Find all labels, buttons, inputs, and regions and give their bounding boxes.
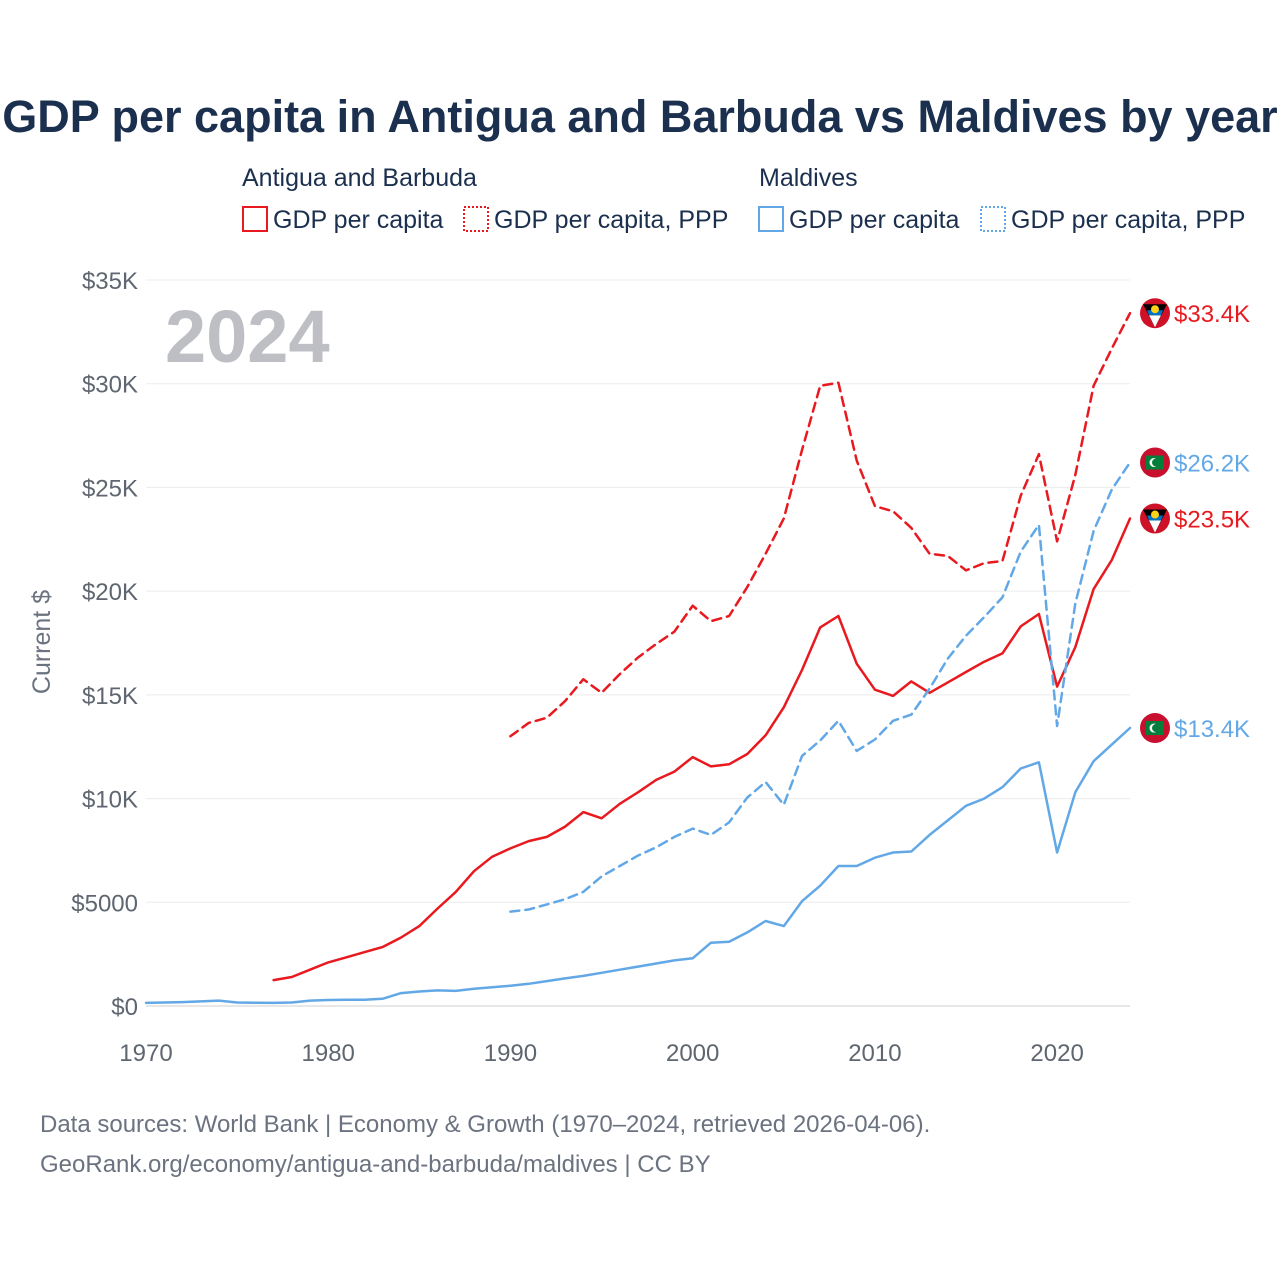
source-line-1: Data sources: World Bank | Economy & Gro… [40, 1111, 930, 1138]
legend-group-antigua: Antigua and Barbuda [242, 164, 477, 192]
y-axis: $0 $5000 $10K $15K $20K $25K $30K $35K [71, 268, 138, 1021]
y-tick-label: $15K [82, 683, 138, 710]
end-value-label: $23.5K [1174, 507, 1250, 534]
x-axis: 1970 1980 1990 2000 2010 2020 [119, 1040, 1084, 1067]
chart-title: GDP per capita in Antigua and Barbuda vs… [2, 91, 1277, 142]
series-line-maldives-ppp[interactable] [509, 461, 1132, 913]
series-line-antigua-gdp[interactable] [272, 517, 1132, 982]
x-tick-label: 1970 [119, 1040, 172, 1067]
sun-shape [1151, 510, 1159, 519]
legend-item-maldives-gdp[interactable]: GDP per capita [789, 206, 960, 234]
legend: Antigua and Barbuda GDP per capita GDP p… [242, 164, 1245, 234]
x-tick-label: 2010 [848, 1040, 901, 1067]
flag-white-shape [1149, 315, 1161, 328]
end-value-label: $26.2K [1174, 451, 1250, 478]
x-tick-label: 2020 [1030, 1040, 1083, 1067]
y-tick-label: $0 [111, 994, 138, 1021]
crescent-cut-shape [1152, 458, 1160, 467]
crescent-cut-shape [1152, 724, 1160, 733]
x-tick-label: 2000 [666, 1040, 719, 1067]
legend-swatch-antigua-ppp [463, 206, 489, 232]
flag-white-shape [1149, 520, 1161, 533]
end-marker: $13.4K [1140, 713, 1250, 744]
series-line-antigua-ppp[interactable] [509, 311, 1132, 738]
sun-shape [1151, 305, 1159, 314]
y-axis-label: Current $ [28, 590, 56, 694]
end-value-label: $33.4K [1174, 301, 1250, 328]
legend-swatch-maldives-ppp [980, 206, 1006, 232]
y-tick-label: $25K [82, 475, 138, 502]
end-marker: $23.5K [1140, 503, 1250, 534]
y-tick-label: $30K [82, 372, 138, 399]
legend-item-maldives-ppp[interactable]: GDP per capita, PPP [1011, 206, 1245, 234]
end-value-label: $13.4K [1174, 716, 1250, 743]
y-tick-label: $20K [82, 579, 138, 606]
y-tick-label: $10K [82, 787, 138, 814]
legend-swatch-antigua-gdp [242, 206, 268, 232]
x-tick-label: 1980 [302, 1040, 355, 1067]
source-line-2[interactable]: GeoRank.org/economy/antigua-and-barbuda/… [40, 1151, 711, 1178]
end-marker: $26.2K [1140, 447, 1250, 478]
end-marker: $33.4K [1140, 298, 1250, 329]
series-line-maldives-gdp[interactable] [144, 726, 1132, 1005]
legend-item-antigua-gdp[interactable]: GDP per capita [273, 206, 444, 234]
end-labels: $23.5K $33.4K $13.4K $26.2K [1140, 298, 1250, 744]
x-tick-label: 1990 [484, 1040, 537, 1067]
gridlines [146, 279, 1130, 1007]
y-tick-label: $5000 [71, 890, 138, 917]
y-tick-label: $35K [82, 268, 138, 295]
series-lines [144, 311, 1132, 1005]
legend-swatch-maldives-gdp [758, 206, 784, 232]
legend-group-maldives: Maldives [759, 164, 858, 192]
legend-item-antigua-ppp[interactable]: GDP per capita, PPP [494, 206, 728, 234]
year-label: 2024 [165, 295, 330, 378]
